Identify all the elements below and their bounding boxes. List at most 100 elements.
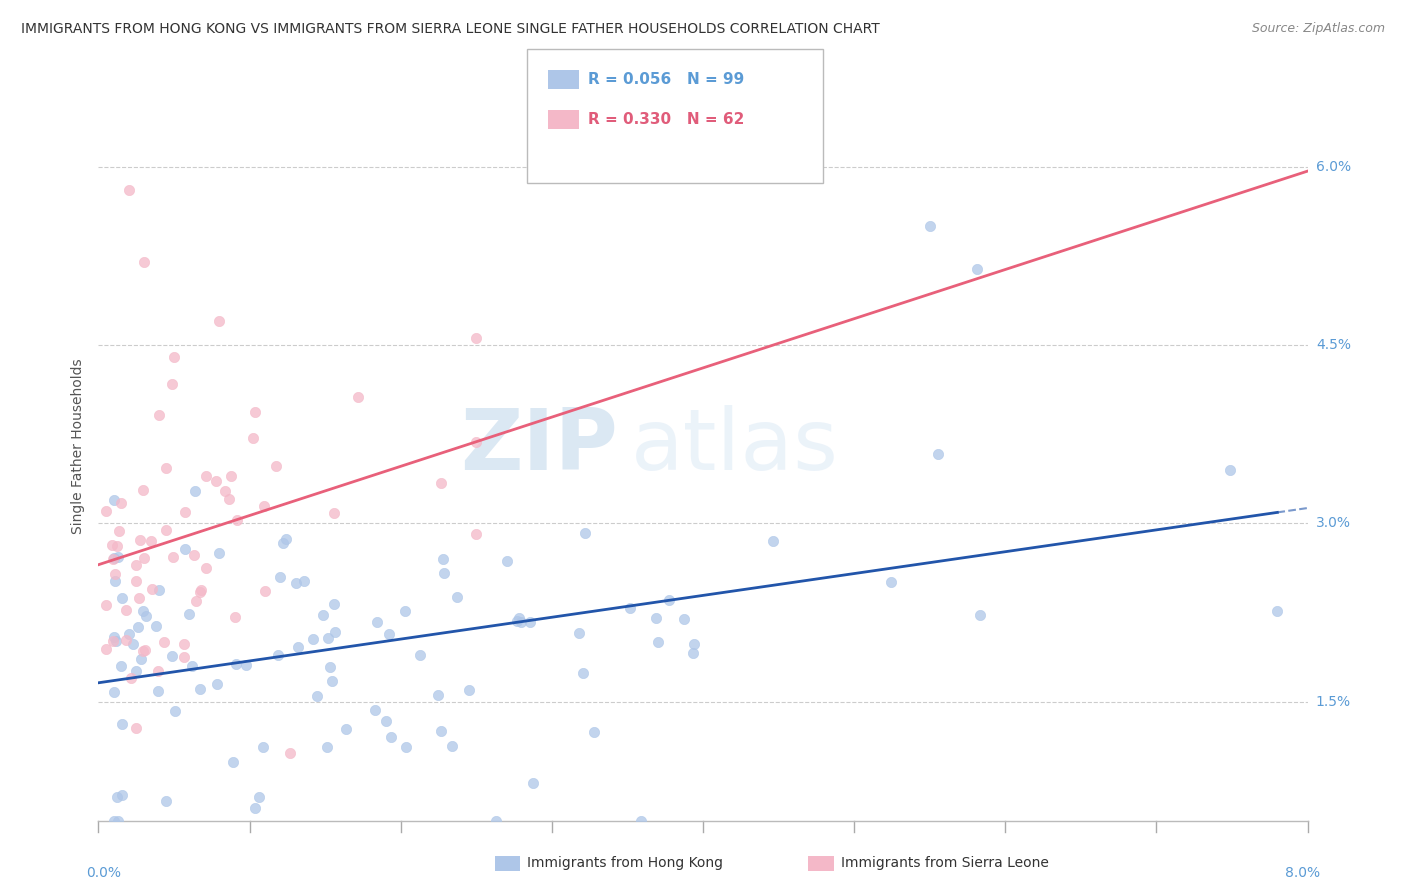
Point — [969, 608, 991, 623]
Point — [110, 659, 132, 673]
Point — [267, 648, 290, 662]
Point — [105, 539, 128, 553]
Point — [274, 532, 297, 546]
Point — [139, 533, 162, 548]
Point — [269, 570, 291, 584]
Point — [519, 615, 541, 629]
Point — [174, 541, 197, 556]
Point — [111, 717, 134, 731]
Point — [429, 724, 451, 739]
Point — [188, 682, 211, 697]
Point — [647, 635, 669, 649]
Point — [506, 614, 529, 628]
Point — [271, 536, 294, 550]
Point — [208, 314, 231, 328]
Point — [432, 552, 454, 566]
Text: Source: ZipAtlas.com: Source: ZipAtlas.com — [1251, 22, 1385, 36]
Point — [111, 788, 134, 802]
Point — [630, 814, 652, 828]
Point — [312, 607, 335, 622]
Point — [115, 603, 138, 617]
Point — [104, 574, 127, 588]
Point — [105, 789, 128, 804]
Point — [155, 794, 177, 808]
Text: 3.0%: 3.0% — [1316, 516, 1351, 531]
Point — [252, 739, 274, 754]
Text: ZIP: ZIP — [461, 404, 619, 488]
Point — [582, 724, 605, 739]
Point — [141, 582, 163, 596]
Point — [222, 755, 245, 769]
Point — [574, 526, 596, 541]
Point — [347, 390, 370, 404]
Point — [429, 476, 451, 491]
Point — [284, 575, 307, 590]
Point — [441, 739, 464, 753]
Point — [568, 626, 591, 640]
Point — [103, 552, 125, 566]
Point — [508, 611, 530, 625]
Point — [100, 538, 122, 552]
Point — [673, 612, 696, 626]
Point — [880, 575, 903, 590]
Point — [243, 405, 266, 419]
Point — [927, 447, 949, 461]
Point — [107, 524, 129, 539]
Point — [321, 673, 343, 688]
Point — [103, 814, 125, 828]
Point — [148, 408, 170, 422]
Point — [145, 618, 167, 632]
Point — [103, 550, 125, 565]
Point — [118, 626, 141, 640]
Point — [335, 722, 357, 736]
Point — [465, 526, 488, 541]
Point — [966, 261, 988, 276]
Point — [235, 658, 257, 673]
Point — [644, 611, 666, 625]
Point — [457, 682, 479, 697]
Point — [427, 688, 450, 702]
Text: Immigrants from Hong Kong: Immigrants from Hong Kong — [527, 856, 723, 871]
Point — [224, 610, 246, 624]
Point — [148, 583, 170, 598]
Point — [160, 648, 183, 663]
Point — [129, 652, 152, 666]
Point — [287, 640, 309, 655]
Point — [253, 500, 276, 514]
Point — [918, 219, 941, 233]
Point — [305, 689, 328, 703]
Point — [155, 460, 177, 475]
Point — [103, 630, 125, 644]
Point — [323, 597, 346, 611]
Point — [510, 615, 533, 630]
Point — [485, 814, 508, 828]
Point — [292, 574, 315, 588]
Point — [465, 331, 488, 345]
Point — [247, 789, 270, 804]
Point — [173, 637, 195, 651]
Point — [146, 664, 169, 678]
Point — [465, 435, 488, 450]
Point — [107, 814, 129, 828]
Point — [132, 644, 155, 658]
Point — [163, 704, 186, 718]
Y-axis label: Single Father Households: Single Father Households — [70, 359, 84, 533]
Point — [134, 643, 156, 657]
Text: 0.0%: 0.0% — [86, 865, 121, 880]
Point — [107, 549, 129, 564]
Point — [316, 631, 339, 645]
Point — [394, 604, 416, 618]
Point — [408, 648, 430, 662]
Point — [186, 594, 208, 608]
Point — [225, 657, 247, 671]
Point — [190, 582, 212, 597]
Point — [363, 703, 385, 717]
Point — [125, 664, 148, 678]
Point — [128, 591, 150, 605]
Point — [115, 632, 138, 647]
Text: 1.5%: 1.5% — [1316, 695, 1351, 709]
Point — [121, 637, 143, 651]
Point — [194, 561, 217, 575]
Point — [658, 592, 681, 607]
Point — [378, 626, 401, 640]
